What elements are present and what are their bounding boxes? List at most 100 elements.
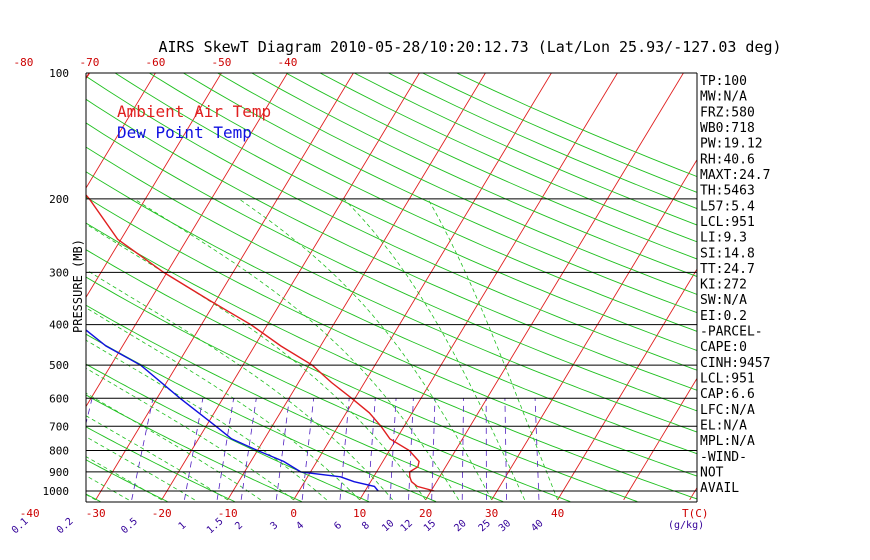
mixing-ratio-label: 2	[233, 520, 245, 532]
pressure-tick-label: 300	[49, 266, 69, 279]
dry-adiabat-line	[86, 122, 697, 412]
bottom-temp-label: -30	[86, 507, 106, 520]
moist-adiabat-line	[86, 269, 393, 501]
stability-index-item: EI:0.2	[700, 309, 747, 324]
top-temp-label: -60	[145, 56, 165, 69]
mixing-ratio-line	[461, 398, 464, 500]
stability-index-item: SI:14.8	[700, 246, 755, 261]
mixing-ratio-line	[216, 398, 235, 500]
mixing-ratio-label: 1	[177, 520, 189, 532]
stability-index-item: LCL:951	[700, 372, 755, 387]
mixing-ratio-line	[275, 398, 290, 500]
bottom-temp-label: -10	[218, 507, 238, 520]
bottom-temp-label: 30	[485, 507, 498, 520]
stability-index-item: FRZ:580	[700, 105, 755, 120]
pressure-tick-label: 700	[49, 420, 69, 433]
moist-adiabat-line	[86, 415, 228, 501]
mixing-ratio-line	[389, 398, 397, 500]
top-temp-label: -80	[13, 56, 33, 69]
mixing-ratio-label: 20	[452, 518, 468, 534]
mixing-ratio-line	[431, 398, 436, 500]
dry-adiabat-line	[86, 98, 697, 391]
dry-adiabat-line	[148, 73, 697, 332]
mixing-ratio-label: 3	[269, 520, 281, 532]
bottom-temp-label: 20	[419, 507, 432, 520]
mixing-ratio-line	[86, 398, 93, 425]
moist-adiabat-line	[238, 198, 493, 501]
stability-index-item: -PARCEL-	[700, 325, 763, 340]
stability-index-item: LCL:951	[700, 215, 755, 230]
stability-index-item: KI:272	[700, 278, 747, 293]
mixing-ratio-label: 6	[332, 520, 344, 532]
mixing-ratio-line	[504, 398, 508, 500]
pressure-tick-label: 800	[49, 444, 69, 457]
pressure-tick-label: 100	[49, 67, 69, 80]
stability-index-item: TH:5463	[700, 184, 755, 199]
isotherm-line	[557, 268, 697, 501]
mixing-ratio-line	[408, 398, 414, 500]
top-temp-label: -50	[211, 56, 231, 69]
temp-unit-label: T(C)	[682, 507, 709, 520]
dry-adiabat-line	[114, 73, 697, 351]
air-temp-profile-line	[86, 73, 435, 492]
dry-adiabat-line	[387, 73, 697, 210]
moist-adiabat-line	[133, 198, 460, 501]
dry-adiabat-line	[86, 196, 697, 477]
y-axis-label: PRESSURE (MB)	[71, 239, 85, 333]
dry-adiabat-line	[86, 146, 697, 433]
dry-adiabat-line	[86, 171, 697, 455]
moist-adiabat-line	[86, 367, 294, 501]
mixing-ratio-label: 0.2	[55, 516, 76, 536]
isotherm-line	[425, 73, 684, 501]
mixing-ratio-line	[131, 398, 154, 500]
mixing-ratio-line	[367, 398, 376, 500]
moist-adiabat-line	[86, 392, 261, 501]
mixing-ratio-label: 12	[399, 518, 415, 534]
stability-index-item: L57:5.4	[700, 199, 755, 214]
dry-adiabat-line	[86, 75, 697, 371]
isotherm-line	[86, 73, 156, 189]
stability-index-item: AVAIL	[700, 481, 739, 496]
stability-index-item: LFC:N/A	[700, 403, 755, 418]
stability-index-item: SW:N/A	[700, 293, 747, 308]
stability-index-item: TT:24.7	[700, 262, 755, 277]
stability-index-item: CAP:6.6	[700, 387, 755, 402]
stability-index-item: MAXT:24.7	[700, 168, 770, 183]
pressure-tick-label: 600	[49, 392, 69, 405]
moist-adiabat-line	[86, 436, 195, 501]
isotherm-line	[623, 377, 697, 501]
mixing-ratio-label: 10	[380, 518, 396, 534]
stability-indices: TP:100MW:N/AFRZ:580WB0:718PW:19.12RH:40.…	[700, 74, 770, 496]
isotherm-line	[95, 73, 354, 501]
bottom-temp-label: 10	[353, 507, 366, 520]
mixing-unit-label: (g/kg)	[668, 520, 704, 531]
mixing-ratio-label: 4	[294, 520, 306, 532]
stability-index-item: MW:N/A	[700, 90, 747, 105]
top-temp-label: -70	[79, 56, 99, 69]
stability-index-item: PW:19.12	[700, 137, 763, 152]
bottom-temp-label: -40	[20, 507, 40, 520]
pressure-tick-label: 1000	[43, 485, 70, 498]
legend-ambient-air-temp: Ambient Air Temp	[117, 102, 271, 121]
stability-index-item: EL:N/A	[700, 419, 747, 434]
stability-index-item: NOT	[700, 466, 724, 481]
mixing-ratio-label: 8	[360, 520, 372, 532]
stability-index-item: -WIND-	[700, 450, 747, 465]
stability-index-item: WB0:718	[700, 121, 755, 136]
moist-adiabat-line	[86, 307, 360, 501]
isotherm-line	[86, 73, 288, 408]
legend-dew-point-temp: Dew Point Temp	[117, 123, 252, 142]
bottom-temp-label: 0	[290, 507, 297, 520]
chart-title: AIRS SkewT Diagram 2010-05-28/10:20:12.7…	[158, 38, 781, 56]
stability-index-item: LI:9.3	[700, 231, 747, 246]
stability-index-item: RH:40.6	[700, 152, 755, 167]
stability-index-item: CINH:9457	[700, 356, 770, 371]
mixing-ratio-label: 30	[497, 518, 513, 534]
moist-adiabat-line	[427, 198, 559, 501]
mixing-ratio-label: 40	[529, 518, 545, 534]
dry-adiabat-line	[182, 73, 697, 314]
moist-adiabat-line	[86, 339, 327, 501]
dry-adiabat-line	[250, 73, 697, 277]
mixing-ratio-label: 25	[477, 518, 493, 534]
